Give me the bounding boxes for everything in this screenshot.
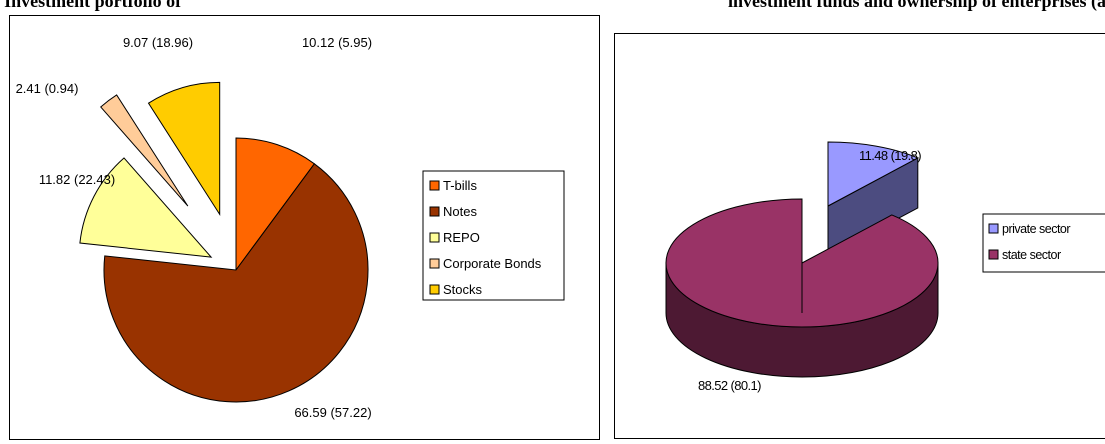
data-label-notes: 66.59 (57.22) (294, 405, 371, 420)
legend-swatch-t-bills (429, 180, 440, 191)
figure-title-right: investment funds and ownership of enterp… (728, 0, 1105, 11)
legend-label-private-sector: private sector (1002, 222, 1070, 236)
pie-slice-repo (79, 157, 213, 258)
data-label-stocks: 9.07 (18.96) (123, 35, 193, 50)
pie-slice-t-bills (235, 137, 316, 272)
pie-slice-stocks (147, 81, 221, 217)
data-label-t-bills: 10.12 (5.95) (302, 35, 372, 50)
legend-label-notes: Notes (443, 204, 477, 219)
legend-label-corporate-bonds: Corporate Bonds (443, 256, 542, 271)
pie-slice-private-sector (827, 141, 919, 207)
legend-swatch-stocks (429, 284, 440, 295)
legend-swatch-state-sector (988, 249, 999, 260)
figure-title: Figure 14. Investment portfolio of inves… (0, 0, 1105, 14)
legend-box (422, 170, 565, 301)
data-label-state-sector: 88.52 (80.1) (698, 378, 761, 393)
data-label-private-sector: 11.48 (19.8) (859, 148, 921, 163)
legend-label-stocks: Stocks (443, 282, 483, 297)
figure-title-left: Figure 14. Investment portfolio of (0, 0, 182, 11)
legend-box (982, 213, 1105, 273)
data-label-repo: 11.82 (22.43) (39, 172, 115, 187)
legend-swatch-private-sector (988, 223, 999, 234)
pie-slice-corporate-bonds (100, 94, 189, 207)
legend-label-t-bills: T-bills (443, 178, 477, 193)
ownership-pie-chart: 11.48 (19.8) 88.52 (80.1) private sector st… (614, 33, 1105, 439)
portfolio-pie-svg: 10.12 (5.95) 66.59 (57.22) 11.82 (22.43) 2.… (16, 35, 565, 420)
portfolio-pie-chart: 10.12 (5.95) 66.59 (57.22) 11.82 (22.43) 2.… (9, 15, 600, 440)
pie-slice-notes (103, 163, 369, 403)
legend-swatch-corporate-bonds (429, 258, 440, 269)
legend-swatch-notes (429, 206, 440, 217)
legend-label-state-sector: state sector (1002, 248, 1061, 262)
ownership-pie-svg: 11.48 (19.8) 88.52 (80.1) private sector st… (665, 141, 1105, 393)
legend-swatch-repo (429, 232, 440, 243)
data-label-corporate-bonds: 2.41 (0.94) (16, 81, 79, 96)
legend-label-repo: REPO (443, 230, 480, 245)
